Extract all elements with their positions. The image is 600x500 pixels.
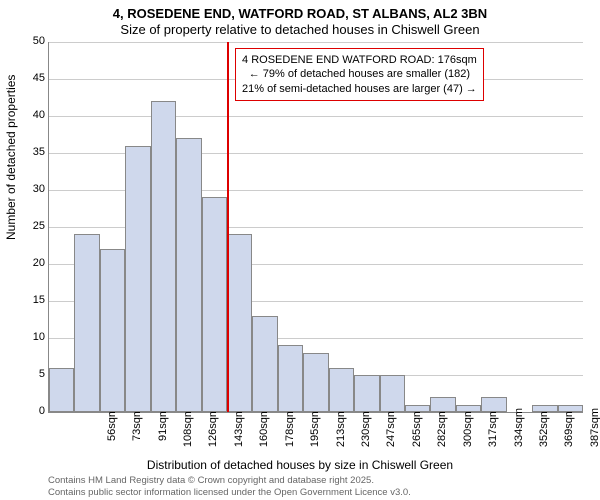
histogram-bar [125,146,150,412]
xtick-label: 282sqm [436,408,448,458]
histogram-bar [405,405,430,412]
histogram-bar [303,353,328,412]
histogram-bar [481,397,506,412]
annotation-line: ← 79% of detached houses are smaller (18… [242,67,477,81]
histogram-bar [278,345,303,412]
histogram-bar [430,397,455,412]
annotation-line: 4 ROSEDENE END WATFORD ROAD: 176sqm [242,53,477,67]
xtick-label: 369sqm [563,408,575,458]
plot-area: 0510152025303540455056sqm73sqm91sqm108sq… [48,42,583,413]
copyright-line1: Contains HM Land Registry data © Crown c… [48,475,582,486]
ytick-label: 40 [15,109,45,121]
reference-line [227,42,229,412]
copyright-line2: Contains public sector information licen… [48,487,582,498]
ytick-label: 5 [15,368,45,380]
xtick-label: 160sqm [258,408,270,458]
histogram-bar [227,234,252,412]
xtick-label: 126sqm [207,408,219,458]
x-axis-label: Distribution of detached houses by size … [0,458,600,472]
xtick-label: 73sqm [131,408,143,458]
xtick-label: 265sqm [411,408,423,458]
histogram-bar [176,138,201,412]
ytick-label: 0 [15,405,45,417]
xtick-label: 352sqm [538,408,550,458]
histogram-bar [202,197,227,412]
histogram-bar [558,405,583,412]
xtick-label: 213sqm [335,408,347,458]
ytick-label: 25 [15,220,45,232]
ytick-label: 50 [15,35,45,47]
xtick-label: 178sqm [284,408,296,458]
ytick-label: 45 [15,72,45,84]
xtick-label: 108sqm [182,408,194,458]
xtick-label: 317sqm [487,408,499,458]
histogram-bar [74,234,99,412]
xtick-label: 195sqm [309,408,321,458]
xtick-label: 334sqm [513,408,525,458]
annotation-box: 4 ROSEDENE END WATFORD ROAD: 176sqm← 79%… [235,48,484,101]
histogram-bar [456,405,481,412]
xtick-label: 247sqm [385,408,397,458]
chart-title-line2: Size of property relative to detached ho… [0,22,600,37]
ytick-label: 30 [15,183,45,195]
annotation-line: 21% of semi-detached houses are larger (… [242,82,477,96]
chart-container: 4, ROSEDENE END, WATFORD ROAD, ST ALBANS… [0,0,600,500]
xtick-label: 56sqm [106,408,118,458]
histogram-bar [329,368,354,412]
xtick-label: 143sqm [233,408,245,458]
copyright-text: Contains HM Land Registry data © Crown c… [48,475,582,498]
xtick-label: 230sqm [360,408,372,458]
histogram-bar [252,316,277,412]
xtick-label: 300sqm [462,408,474,458]
ytick-label: 20 [15,257,45,269]
histogram-bar [354,375,379,412]
chart-title-line1: 4, ROSEDENE END, WATFORD ROAD, ST ALBANS… [0,6,600,21]
gridline [49,42,583,43]
ytick-label: 15 [15,294,45,306]
ytick-label: 35 [15,146,45,158]
histogram-bar [151,101,176,412]
gridline [49,116,583,117]
histogram-bar [532,405,557,412]
xtick-label: 91sqm [157,408,169,458]
xtick-label: 387sqm [589,408,600,458]
histogram-bar [100,249,125,412]
ytick-label: 10 [15,331,45,343]
histogram-bar [380,375,405,412]
histogram-bar [49,368,74,412]
